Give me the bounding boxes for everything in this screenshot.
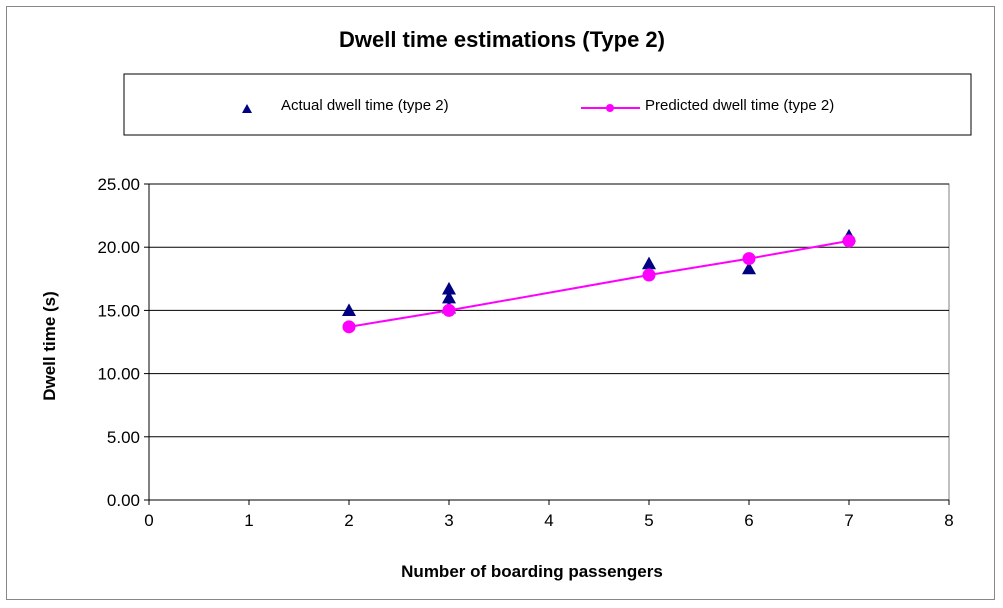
actual-point-triangle bbox=[642, 256, 656, 270]
predicted-point-circle bbox=[442, 303, 456, 317]
legend-circle-marker bbox=[606, 104, 614, 112]
chart: Dwell time estimations (Type 2) Actual d… bbox=[40, 27, 972, 581]
x-tick-label: 5 bbox=[644, 511, 653, 530]
x-tick-label: 3 bbox=[444, 511, 453, 530]
y-tick-label: 25.00 bbox=[97, 175, 140, 194]
x-tick-label: 8 bbox=[944, 511, 953, 530]
x-tick-label: 7 bbox=[844, 511, 853, 530]
y-tick-label: 5.00 bbox=[107, 428, 140, 447]
legend-label-actual: Actual dwell time (type 2) bbox=[281, 97, 449, 114]
legend-label-predicted: Predicted dwell time (type 2) bbox=[645, 97, 834, 114]
x-axis-title: Number of boarding passengers bbox=[401, 562, 663, 581]
y-tick-label: 0.00 bbox=[107, 491, 140, 510]
y-tick-label: 10.00 bbox=[97, 365, 140, 384]
x-tick-label: 2 bbox=[344, 511, 353, 530]
actual-point-triangle bbox=[442, 290, 456, 304]
x-tick-label: 6 bbox=[744, 511, 753, 530]
predicted-point-circle bbox=[742, 252, 756, 266]
plot-area: 0.00 5.00 10.00 15.00 20.00 25.00 0 1 2 3 4 5 6 7 8 bbox=[97, 175, 953, 530]
predicted-point-circle bbox=[642, 268, 656, 282]
plot-background bbox=[148, 183, 950, 501]
y-axis-title: Dwell time (s) bbox=[40, 291, 59, 401]
legend-box bbox=[123, 73, 972, 136]
legend-triangle-marker bbox=[242, 104, 252, 113]
legend: Actual dwell time (type 2) Predicted dwe… bbox=[123, 73, 972, 136]
x-tick-label: 4 bbox=[544, 511, 553, 530]
actual-point-triangle bbox=[442, 281, 456, 295]
y-tick-label: 15.00 bbox=[97, 301, 140, 320]
x-tick-label: 1 bbox=[244, 511, 253, 530]
actual-point-triangle bbox=[342, 303, 356, 316]
actual-point-triangle bbox=[742, 261, 756, 275]
chart-title: Dwell time estimations (Type 2) bbox=[339, 27, 665, 52]
x-tick-label: 0 bbox=[144, 511, 153, 530]
predicted-point-circle bbox=[342, 320, 356, 334]
chart-frame: Dwell time estimations (Type 2) Actual d… bbox=[6, 6, 995, 600]
predicted-point-circle bbox=[842, 234, 856, 248]
y-tick-label: 20.00 bbox=[97, 238, 140, 257]
